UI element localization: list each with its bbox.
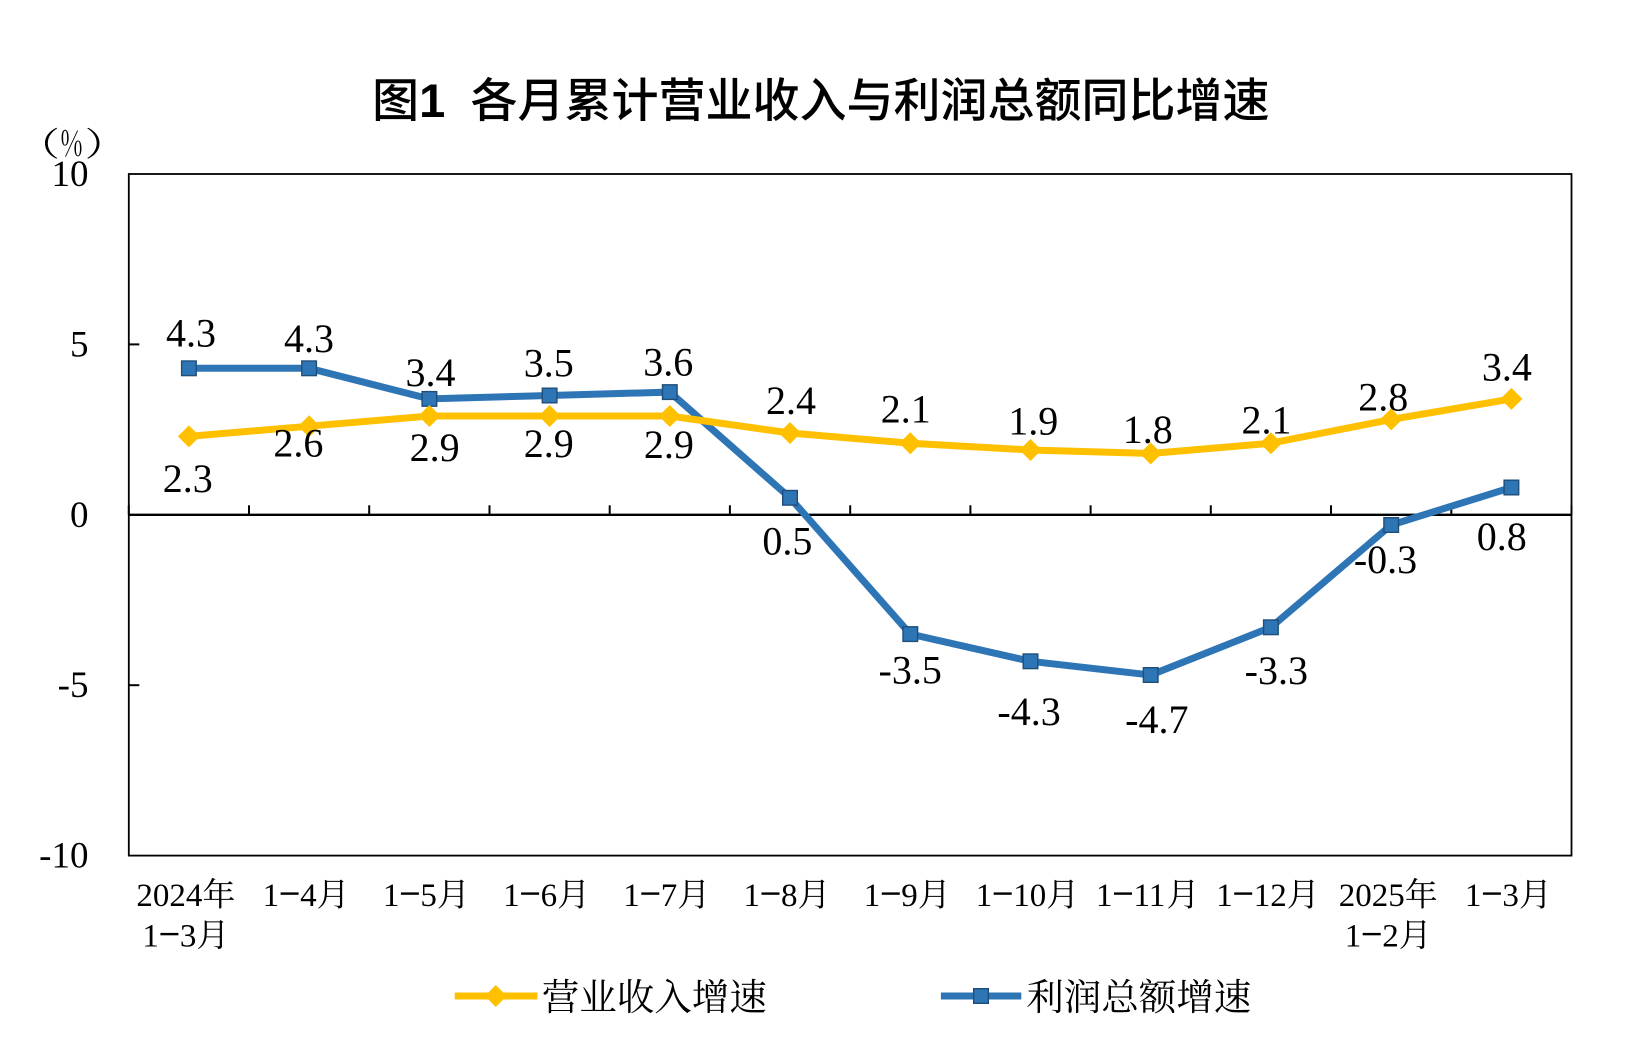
svg-text:3.6: 3.6 <box>643 339 693 384</box>
svg-text:3.5: 3.5 <box>524 341 574 386</box>
svg-text:1: 1 <box>744 878 761 914</box>
svg-text:3.4: 3.4 <box>1482 345 1532 390</box>
svg-text:2.8: 2.8 <box>1358 374 1408 419</box>
svg-text:2024: 2024 <box>136 878 202 914</box>
svg-text:3: 3 <box>180 919 197 955</box>
svg-text:1: 1 <box>1465 878 1482 914</box>
svg-text:7: 7 <box>661 878 678 914</box>
svg-text:1: 1 <box>263 878 280 914</box>
svg-text:1: 1 <box>1345 919 1362 955</box>
svg-text:1: 1 <box>1096 878 1113 914</box>
svg-text:1: 1 <box>976 878 993 914</box>
svg-text:1.9: 1.9 <box>1008 399 1058 444</box>
svg-text:3: 3 <box>1502 878 1519 914</box>
svg-text:1: 1 <box>1216 878 1233 914</box>
svg-text:0: 0 <box>70 495 89 536</box>
svg-text:-3.3: -3.3 <box>1245 648 1308 693</box>
svg-text:10: 10 <box>52 154 89 195</box>
svg-text:4.3: 4.3 <box>166 310 216 355</box>
svg-text:-4.3: -4.3 <box>997 689 1060 734</box>
svg-text:1: 1 <box>142 919 159 955</box>
svg-text:8: 8 <box>781 878 798 914</box>
svg-text:12: 12 <box>1254 878 1287 914</box>
svg-text:5: 5 <box>70 324 89 365</box>
svg-text:0.8: 0.8 <box>1477 514 1527 559</box>
svg-text:9: 9 <box>901 878 918 914</box>
svg-text:1: 1 <box>623 878 640 914</box>
svg-text:1: 1 <box>503 878 519 914</box>
svg-text:2: 2 <box>1382 919 1399 955</box>
svg-text:-4.7: -4.7 <box>1125 697 1188 742</box>
svg-text:2.9: 2.9 <box>524 421 574 466</box>
svg-text:2.1: 2.1 <box>1242 398 1292 443</box>
svg-text:5: 5 <box>420 878 437 914</box>
svg-text:4: 4 <box>300 878 317 914</box>
svg-text:1.8: 1.8 <box>1123 407 1173 452</box>
svg-text:-10: -10 <box>39 836 88 877</box>
svg-text:-5: -5 <box>58 665 89 706</box>
svg-text:6: 6 <box>541 878 558 914</box>
svg-text:4.3: 4.3 <box>284 316 334 361</box>
svg-text:0.5: 0.5 <box>762 519 812 564</box>
svg-text:2025: 2025 <box>1339 878 1405 914</box>
svg-text:3.4: 3.4 <box>406 350 456 395</box>
svg-text:2.9: 2.9 <box>410 425 460 470</box>
svg-text:2.6: 2.6 <box>273 421 323 466</box>
svg-text:10: 10 <box>1013 878 1046 914</box>
svg-text:1: 1 <box>864 878 881 914</box>
svg-text:1: 1 <box>419 74 445 127</box>
svg-text:-3.5: -3.5 <box>879 648 942 693</box>
svg-text:2.3: 2.3 <box>163 456 213 501</box>
svg-text:1: 1 <box>383 878 400 914</box>
svg-text:2.4: 2.4 <box>766 378 816 423</box>
svg-text:11: 11 <box>1134 878 1166 914</box>
svg-text:2.1: 2.1 <box>881 386 931 431</box>
svg-text:-0.3: -0.3 <box>1354 537 1417 582</box>
svg-text:2.9: 2.9 <box>644 422 694 467</box>
